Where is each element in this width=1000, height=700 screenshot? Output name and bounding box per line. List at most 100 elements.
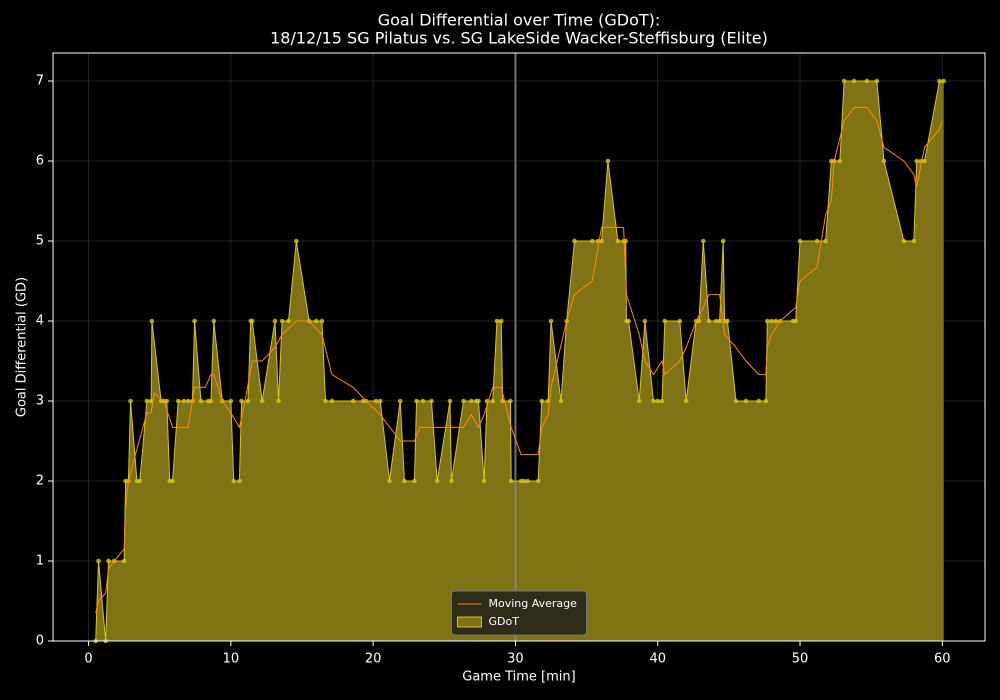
point	[743, 398, 749, 404]
point	[508, 398, 513, 404]
point	[756, 398, 762, 404]
x-tick-label: 10	[223, 652, 240, 667]
point	[279, 318, 285, 324]
point	[461, 398, 466, 404]
point	[447, 398, 453, 404]
area	[95, 81, 944, 641]
point	[911, 238, 917, 244]
point	[706, 318, 712, 324]
point	[228, 398, 234, 404]
point	[249, 318, 255, 324]
point	[259, 398, 265, 404]
point	[329, 398, 335, 404]
chart-subtitle: 18/12/15 SG Pilatus vs. SG LakeSide Wack…	[270, 29, 768, 48]
point	[642, 318, 648, 324]
x-tick-label: 20	[365, 652, 382, 667]
point	[720, 238, 726, 244]
point	[469, 398, 474, 404]
point	[373, 398, 379, 404]
point	[763, 398, 769, 404]
point	[185, 398, 191, 404]
point	[851, 78, 857, 84]
point	[149, 318, 155, 324]
legend-label: GDoT	[489, 615, 520, 628]
point	[677, 318, 683, 324]
y-tick-label: 4	[36, 314, 44, 329]
legend: Moving Average GDoT	[451, 590, 587, 636]
point	[769, 318, 774, 324]
y-tick-label: 7	[36, 74, 44, 89]
point	[170, 478, 175, 484]
point	[797, 238, 803, 244]
y-tick-label: 6	[36, 154, 44, 169]
point	[121, 558, 127, 564]
point	[245, 398, 251, 404]
point	[651, 398, 656, 404]
x-axis-label: Game Time [min]	[462, 670, 575, 685]
line	[95, 106, 943, 614]
point	[276, 398, 281, 404]
point	[558, 398, 564, 404]
chart-title: Goal Differential over Time (GDoT):	[378, 11, 661, 30]
point	[521, 478, 527, 484]
y-tick-label: 0	[36, 634, 44, 649]
point	[626, 318, 631, 324]
point	[605, 158, 611, 164]
x-tick-label: 60	[934, 652, 951, 667]
x-tick-label: 50	[792, 652, 809, 667]
point	[96, 558, 101, 564]
point	[498, 318, 504, 324]
point	[901, 238, 907, 244]
point	[481, 478, 487, 484]
point	[823, 238, 828, 244]
point	[914, 158, 920, 164]
point	[814, 238, 820, 244]
point	[350, 398, 356, 404]
point	[636, 398, 642, 404]
point	[128, 398, 133, 404]
point	[572, 238, 577, 244]
point	[713, 318, 719, 324]
point	[412, 478, 417, 484]
point	[286, 318, 291, 324]
y-tick-label: 1	[36, 554, 44, 569]
point	[323, 398, 328, 404]
point	[725, 318, 730, 324]
point	[700, 238, 706, 244]
point	[837, 158, 843, 164]
point	[449, 478, 454, 484]
point	[181, 398, 187, 404]
point	[793, 318, 799, 324]
point	[106, 558, 111, 564]
point	[175, 398, 181, 404]
y-tick-label: 2	[36, 474, 44, 489]
point	[434, 478, 440, 484]
y-axis-label: Goal Differential (GD)	[15, 277, 30, 417]
legend-label: Moving Average	[489, 597, 578, 610]
point	[164, 398, 170, 404]
point	[231, 478, 237, 484]
point	[414, 398, 419, 404]
point	[922, 158, 927, 164]
legend-box	[451, 590, 587, 636]
point	[525, 478, 530, 484]
point	[294, 238, 299, 244]
point	[937, 78, 942, 84]
point	[733, 398, 739, 404]
point	[239, 398, 244, 404]
point	[272, 318, 278, 324]
legend-swatch	[457, 616, 482, 628]
point	[864, 78, 870, 84]
point	[941, 78, 947, 84]
point	[589, 238, 595, 244]
point	[387, 478, 392, 484]
point	[420, 398, 426, 404]
point	[319, 318, 325, 324]
point	[615, 238, 621, 244]
point	[490, 398, 495, 404]
point	[539, 398, 545, 404]
point	[773, 318, 779, 324]
y-tick-label: 5	[36, 234, 44, 249]
point	[429, 398, 434, 404]
